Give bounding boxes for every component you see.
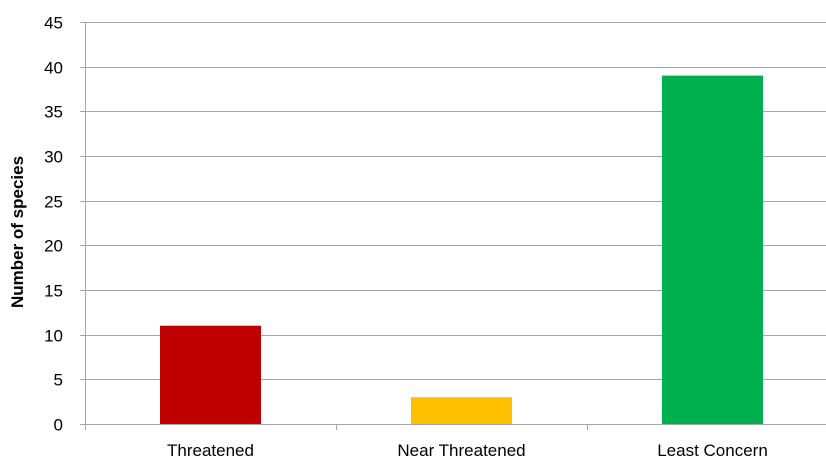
y-tick-label: 5 [54, 371, 63, 390]
y-tick-label: 30 [44, 148, 63, 167]
x-tick-labels: Threatened Near Threatened Least Concern [167, 441, 768, 460]
y-tick-label: 45 [44, 14, 63, 33]
bar-threatened [160, 325, 261, 424]
y-tick-label: 40 [44, 59, 63, 78]
x-tick-label: Threatened [167, 441, 254, 460]
x-tick-label: Least Concern [657, 441, 768, 460]
y-axis-label: Number of species [8, 156, 27, 308]
y-tick-label: 35 [44, 103, 63, 122]
bars [160, 75, 763, 424]
y-tick-label: 10 [44, 327, 63, 346]
y-tick-label: 25 [44, 193, 63, 212]
y-tick-label: 20 [44, 237, 63, 256]
bar-near-threatened [411, 397, 512, 424]
bar-least-concern [662, 75, 763, 424]
y-tick-label: 15 [44, 282, 63, 301]
y-tick-label: 0 [54, 416, 63, 435]
x-tick-label: Near Threatened [397, 441, 525, 460]
axes [80, 22, 826, 430]
y-tick-labels: 0 5 10 15 20 25 30 35 40 45 [44, 14, 63, 435]
